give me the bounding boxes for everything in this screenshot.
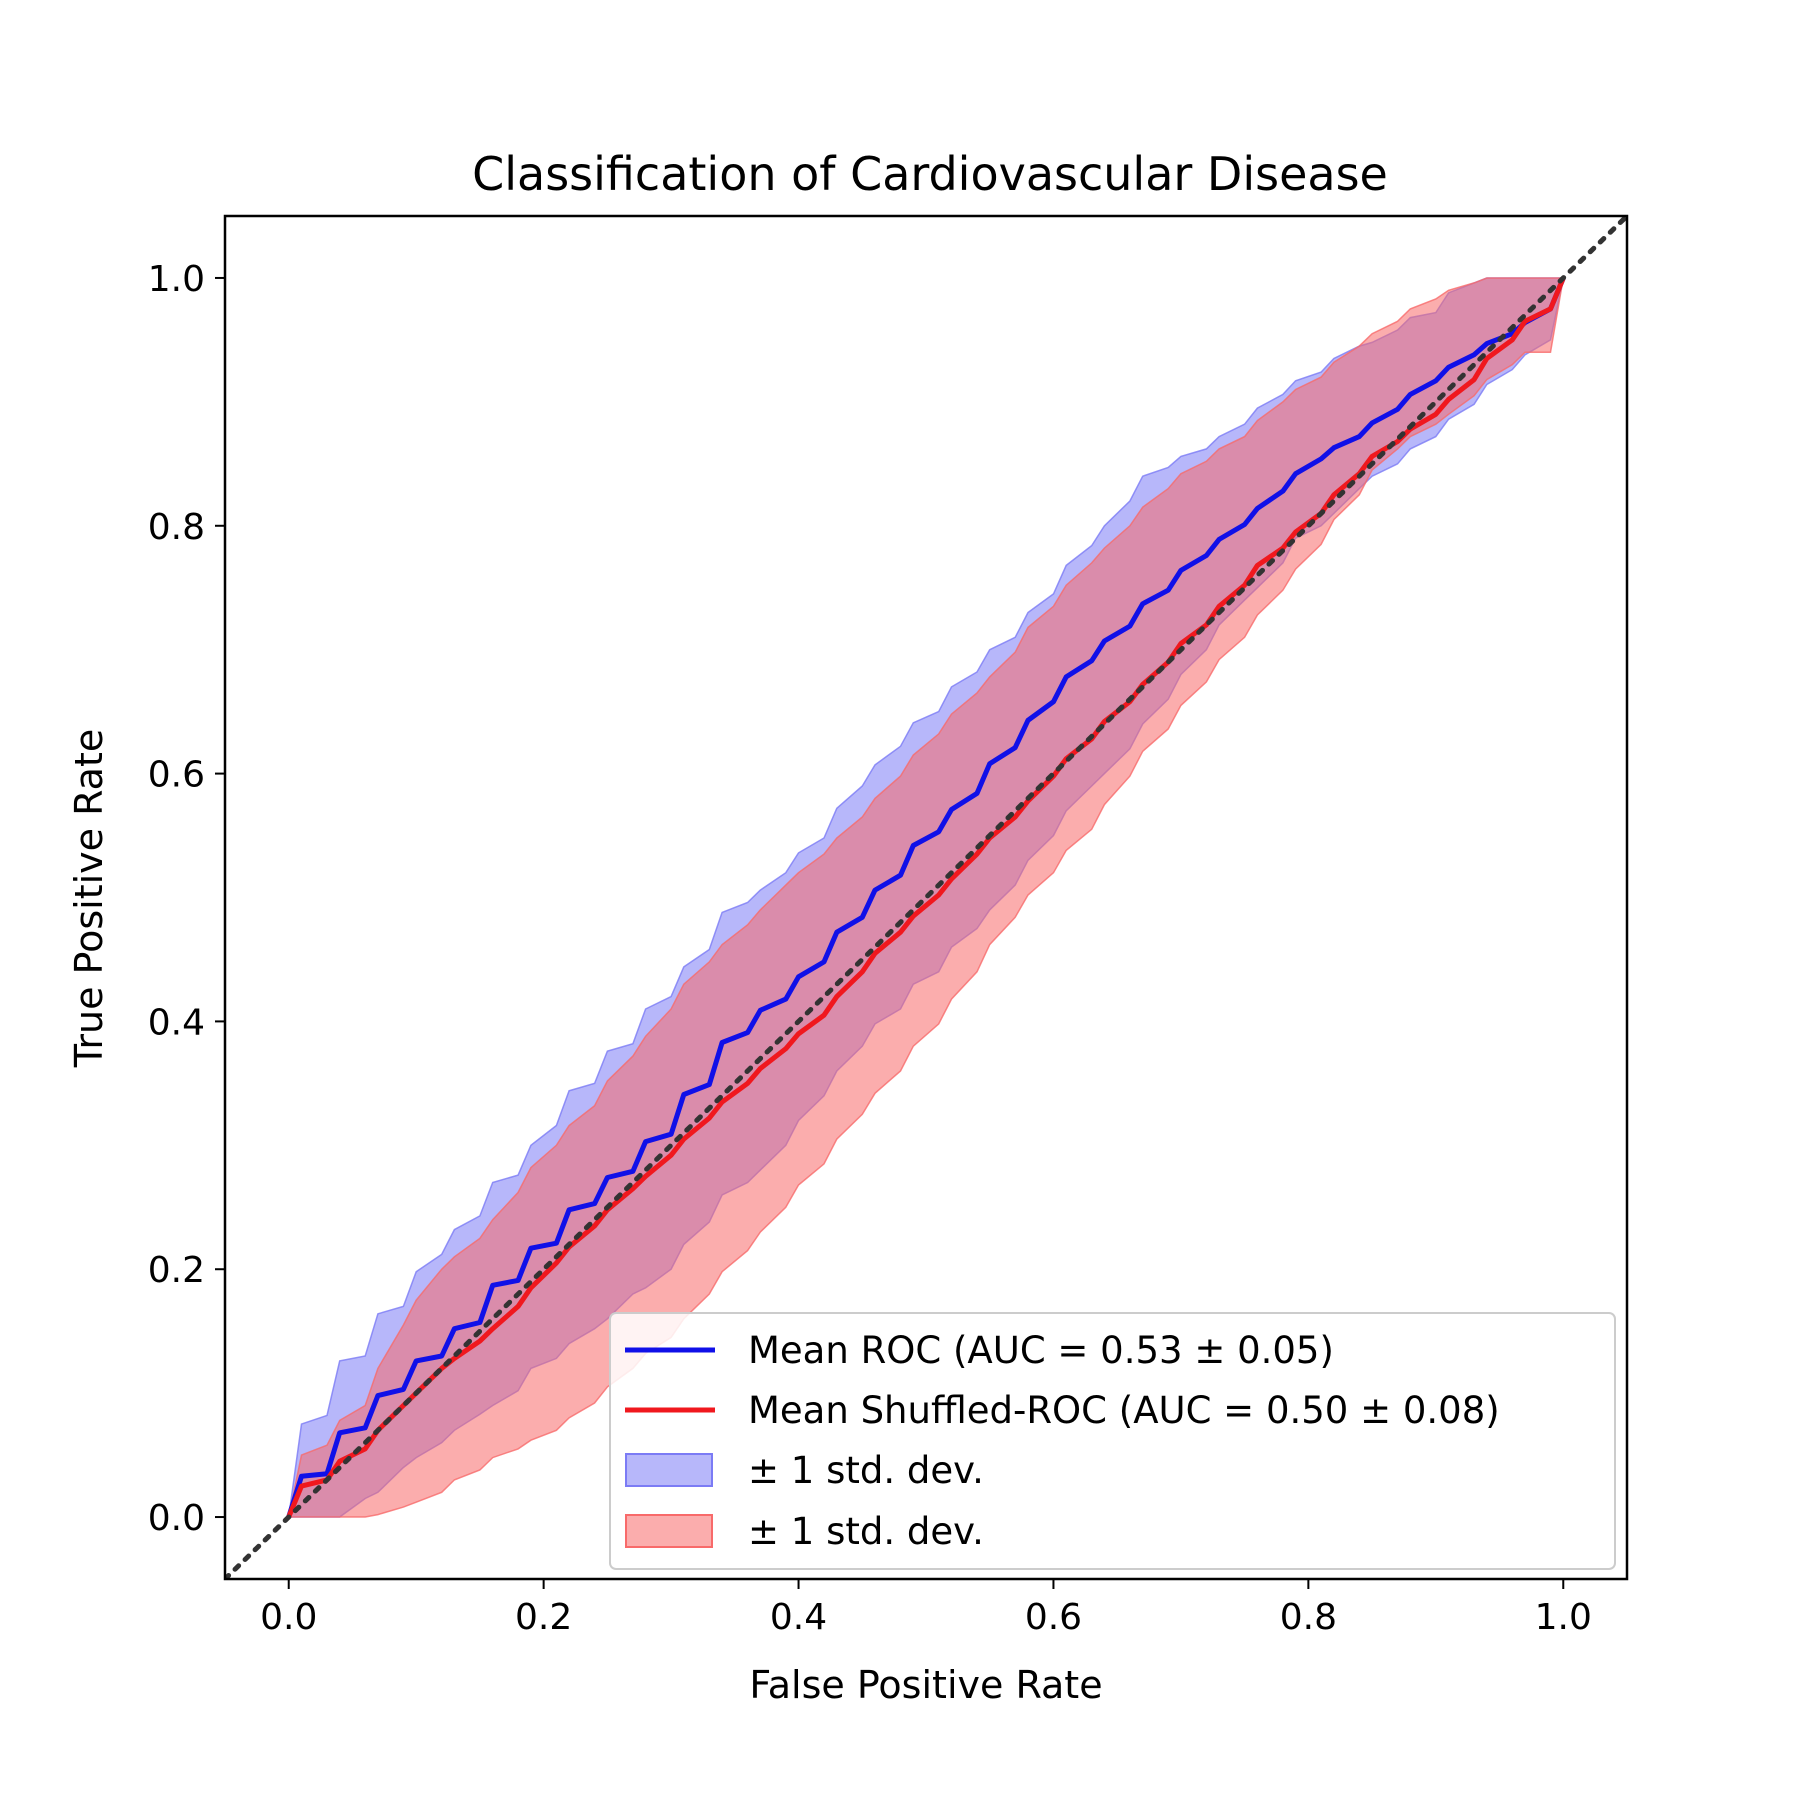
legend-band-swatch: [625, 1514, 713, 1548]
x-tick-label: 0.0: [260, 1597, 317, 1638]
plot-frame: [223, 214, 1629, 1581]
chart-title: Classification of Cardiovascular Disease: [472, 147, 1388, 201]
y-tick-label: 0.2: [148, 1250, 205, 1291]
x-tick-label: 0.8: [1280, 1597, 1337, 1638]
mean-roc-line-1: [286, 277, 1566, 1518]
chance-diagonal-line: [225, 216, 1627, 1579]
y-tick-label: 0.8: [148, 507, 205, 548]
x-tick-label: 0.2: [515, 1597, 572, 1638]
x-tick-label: 0.4: [770, 1597, 827, 1638]
y-tick-label: 0.4: [148, 1002, 205, 1043]
y-axis-label: True Positive Rate: [67, 729, 111, 1069]
x-tick-label: 1.0: [1535, 1597, 1592, 1638]
x-axis-label: False Positive Rate: [749, 1663, 1102, 1707]
legend-band-swatch: [625, 1453, 713, 1487]
y-tick-label: 1.0: [148, 259, 205, 300]
legend-label: Mean ROC (AUC = 0.53 ± 0.05): [748, 1329, 1334, 1372]
legend-label: ± 1 std. dev.: [748, 1449, 984, 1492]
y-tick-label: 0.6: [148, 755, 205, 796]
mean-roc-line-2: [286, 277, 1566, 1518]
x-tick-label: 0.6: [1025, 1597, 1082, 1638]
legend-box: [609, 1312, 1616, 1570]
y-tick-label: 0.0: [148, 1498, 205, 1539]
legend: Mean ROC (AUC = 0.53 ± 0.05) Mean Shuffle…: [609, 1312, 1616, 1570]
legend-label: Mean Shuffled-ROC (AUC = 0.50 ± 0.08): [748, 1389, 1500, 1432]
legend-label: ± 1 std. dev.: [748, 1510, 984, 1553]
